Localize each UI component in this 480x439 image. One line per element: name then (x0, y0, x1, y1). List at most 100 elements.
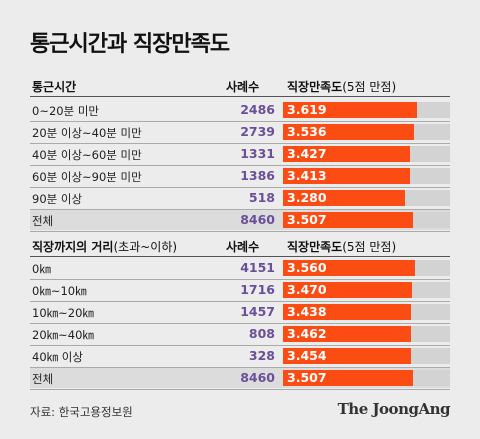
row-count: 8460 (240, 212, 275, 227)
row-label: 20㎞~40㎞ (32, 328, 94, 342)
row-count: 8460 (240, 370, 275, 385)
row-count: 1386 (240, 168, 275, 183)
bar-value-label: 3.280 (287, 190, 327, 205)
row-divider (30, 389, 450, 390)
section1-score-header-sub: (5점 만점) (342, 80, 397, 94)
table-row: 60분 이상~90분 미만 1386 3.413 (30, 166, 450, 186)
table-row: 40분 이상~60분 미만 1331 3.427 (30, 144, 450, 164)
section2-header-rule (30, 256, 450, 257)
row-count: 2739 (240, 124, 275, 139)
row-label: 전체 (32, 372, 54, 386)
bar: 3.438 (283, 304, 411, 320)
section1-score-header-main: 직장만족도 (287, 80, 343, 94)
bar: 3.507 (283, 212, 414, 228)
section2-score-header-main: 직장만족도 (287, 240, 343, 254)
row-divider (30, 143, 450, 144)
row-count: 328 (248, 348, 275, 363)
table-row: 90분 이상 518 3.280 (30, 188, 450, 208)
bar: 3.427 (283, 146, 411, 162)
source-note: 자료: 한국고용정보원 (30, 405, 133, 419)
row-divider (30, 165, 450, 166)
table-row: 20㎞~40㎞ 808 3.462 (30, 324, 450, 344)
bar: 3.280 (283, 190, 405, 206)
row-count: 1457 (240, 304, 275, 319)
table-row: 10㎞~20㎞ 1457 3.438 (30, 302, 450, 322)
bar-value-label: 3.507 (287, 212, 327, 227)
bar-track: 3.454 (283, 348, 450, 364)
row-count: 1716 (240, 282, 275, 297)
bar-track: 3.438 (283, 304, 450, 320)
section2-score-header-sub: (5점 만점) (342, 240, 397, 254)
bar-value-label: 3.413 (287, 168, 327, 183)
row-label: 60분 이상~90분 미만 (32, 170, 142, 184)
row-label: 40분 이상~60분 미만 (32, 148, 142, 162)
section2-label-header-sub: (초과~이하) (113, 240, 178, 254)
row-label: 90분 이상 (32, 192, 83, 206)
bar-value-label: 3.462 (287, 326, 327, 341)
bar: 3.413 (283, 168, 410, 184)
section2-label-header-main: 직장까지의 거리 (32, 240, 114, 254)
bar-track: 3.536 (283, 124, 450, 140)
table-row: 20분 이상~40분 미만 2739 3.536 (30, 122, 450, 142)
row-divider (30, 345, 450, 346)
bar: 3.454 (283, 348, 412, 364)
bar-value-label: 3.438 (287, 304, 327, 319)
row-divider (30, 323, 450, 324)
bar-track: 3.470 (283, 282, 450, 298)
section2-count-header: 사례수 (226, 240, 260, 254)
bar-value-label: 3.619 (287, 102, 327, 117)
row-divider (30, 367, 450, 368)
bar: 3.619 (283, 102, 418, 118)
bar-value-label: 3.454 (287, 348, 327, 363)
bar-value-label: 3.560 (287, 260, 327, 275)
total-row: 전체 8460 3.507 (30, 368, 450, 388)
row-label: 0~20분 미만 (32, 104, 99, 118)
bar: 3.470 (283, 282, 412, 298)
bar-track: 3.507 (283, 370, 450, 386)
bar-value-label: 3.427 (287, 146, 327, 161)
row-divider (30, 187, 450, 188)
section1-count-header: 사례수 (226, 80, 260, 94)
bar-track: 3.507 (283, 212, 450, 228)
row-divider (30, 279, 450, 280)
bar: 3.560 (283, 260, 416, 276)
bar-track: 3.280 (283, 190, 450, 206)
bar-track: 3.619 (283, 102, 450, 118)
bar-track: 3.560 (283, 260, 450, 276)
row-count: 4151 (240, 260, 275, 275)
bar-track: 3.462 (283, 326, 450, 342)
section2-label-header: 직장까지의 거리(초과~이하) (32, 238, 177, 255)
bar-track: 3.427 (283, 146, 450, 162)
row-label: 40㎞ 이상 (32, 350, 83, 364)
publisher-logo: The JoongAng (337, 400, 451, 418)
row-label: 0㎞ (32, 262, 51, 276)
table-row: 0~20분 미만 2486 3.619 (30, 100, 450, 120)
row-divider (30, 301, 450, 302)
bar-track: 3.413 (283, 168, 450, 184)
bar: 3.536 (283, 124, 415, 140)
chart-title: 통근시간과 직장만족도 (30, 32, 230, 57)
row-count: 2486 (240, 102, 275, 117)
table-row: 0㎞ 4151 3.560 (30, 258, 450, 278)
section2-score-header: 직장만족도(5점 만점) (287, 238, 396, 255)
bar-value-label: 3.536 (287, 124, 327, 139)
row-count: 518 (248, 190, 275, 205)
row-label: 0㎞~10㎞ (32, 284, 87, 298)
total-row: 전체 8460 3.507 (30, 210, 450, 230)
row-divider (30, 231, 450, 232)
bar: 3.462 (283, 326, 412, 342)
bar-value-label: 3.507 (287, 370, 327, 385)
row-count: 808 (248, 326, 275, 341)
section1-label-header: 통근시간 (32, 80, 77, 94)
table-row: 0㎞~10㎞ 1716 3.470 (30, 280, 450, 300)
section1-header-rule (30, 96, 450, 97)
row-label: 20분 이상~40분 미만 (32, 126, 142, 140)
bar-value-label: 3.470 (287, 282, 327, 297)
row-label: 전체 (32, 214, 54, 228)
section1-score-header: 직장만족도(5점 만점) (287, 78, 396, 95)
table-row: 40㎞ 이상 328 3.454 (30, 346, 450, 366)
bar: 3.507 (283, 370, 414, 386)
row-divider (30, 209, 450, 210)
row-divider (30, 121, 450, 122)
row-label: 10㎞~20㎞ (32, 306, 94, 320)
